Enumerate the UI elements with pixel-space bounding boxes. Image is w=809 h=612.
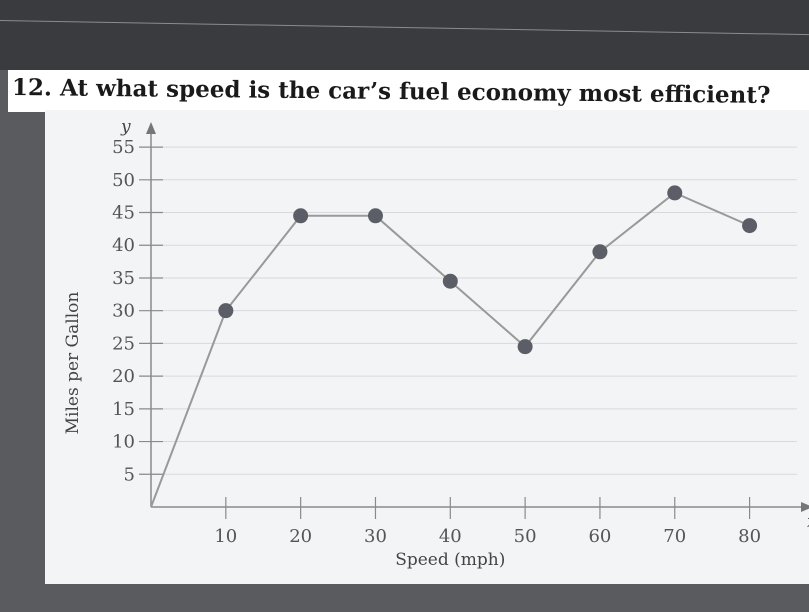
data-point [218, 303, 234, 319]
x-axis-arrow [801, 502, 809, 512]
x-axis-letter: x [807, 512, 809, 532]
question-banner: 12. At what speed is the car’s fuel econ… [8, 70, 809, 112]
axes [146, 122, 809, 512]
series [150, 185, 758, 508]
x-tick-label: 10 [214, 526, 237, 547]
x-tick-label: 20 [289, 526, 312, 547]
series-line [150, 191, 750, 508]
y-axis-arrow [146, 122, 156, 134]
grid [151, 146, 797, 475]
divider [0, 20, 809, 36]
data-point [442, 273, 458, 289]
x-tick-label: 70 [663, 526, 686, 547]
x-axis-title: Speed (mph) [395, 550, 505, 570]
y-tick-label: 25 [112, 333, 135, 354]
fuel-economy-chart: 5 10 15 20 25 30 35 40 45 50 55 10 20 30 40 50 60 70 80 M… [63, 117, 809, 570]
data-point [667, 185, 683, 201]
x-tick-label: 80 [738, 526, 761, 547]
y-tick-label: 15 [112, 399, 135, 420]
x-tick-label: 60 [588, 526, 611, 547]
top-band [0, 0, 809, 70]
chart-panel: 5 10 15 20 25 30 35 40 45 50 55 10 20 30 40 50 60 70 80 M… [45, 110, 809, 584]
y-tick-label: 40 [112, 235, 135, 256]
x-tick-label: 30 [364, 526, 387, 547]
x-tick-label: 50 [514, 526, 537, 547]
data-point [592, 244, 608, 260]
y-tick-label: 45 [112, 203, 135, 224]
y-tick-label: 50 [112, 170, 135, 191]
question-text: 12. At what speed is the car’s fuel econ… [11, 74, 771, 109]
y-tick-label: 55 [112, 137, 135, 158]
y-axis-title: Miles per Gallon [63, 292, 83, 435]
y-tick-label: 10 [112, 432, 135, 453]
data-point [293, 208, 309, 224]
data-point [367, 208, 383, 224]
y-ticks: 5 10 15 20 25 30 35 40 45 50 55 [112, 137, 163, 485]
data-point [742, 218, 758, 234]
x-ticks: 10 20 30 40 50 60 70 80 [214, 497, 761, 547]
data-point [517, 339, 533, 355]
y-tick-label: 35 [112, 268, 135, 289]
y-tick-label: 30 [112, 301, 135, 322]
y-tick-label: 5 [124, 464, 135, 485]
x-tick-label: 40 [439, 526, 462, 547]
y-axis-letter: y [120, 117, 131, 137]
y-tick-label: 20 [112, 366, 135, 387]
